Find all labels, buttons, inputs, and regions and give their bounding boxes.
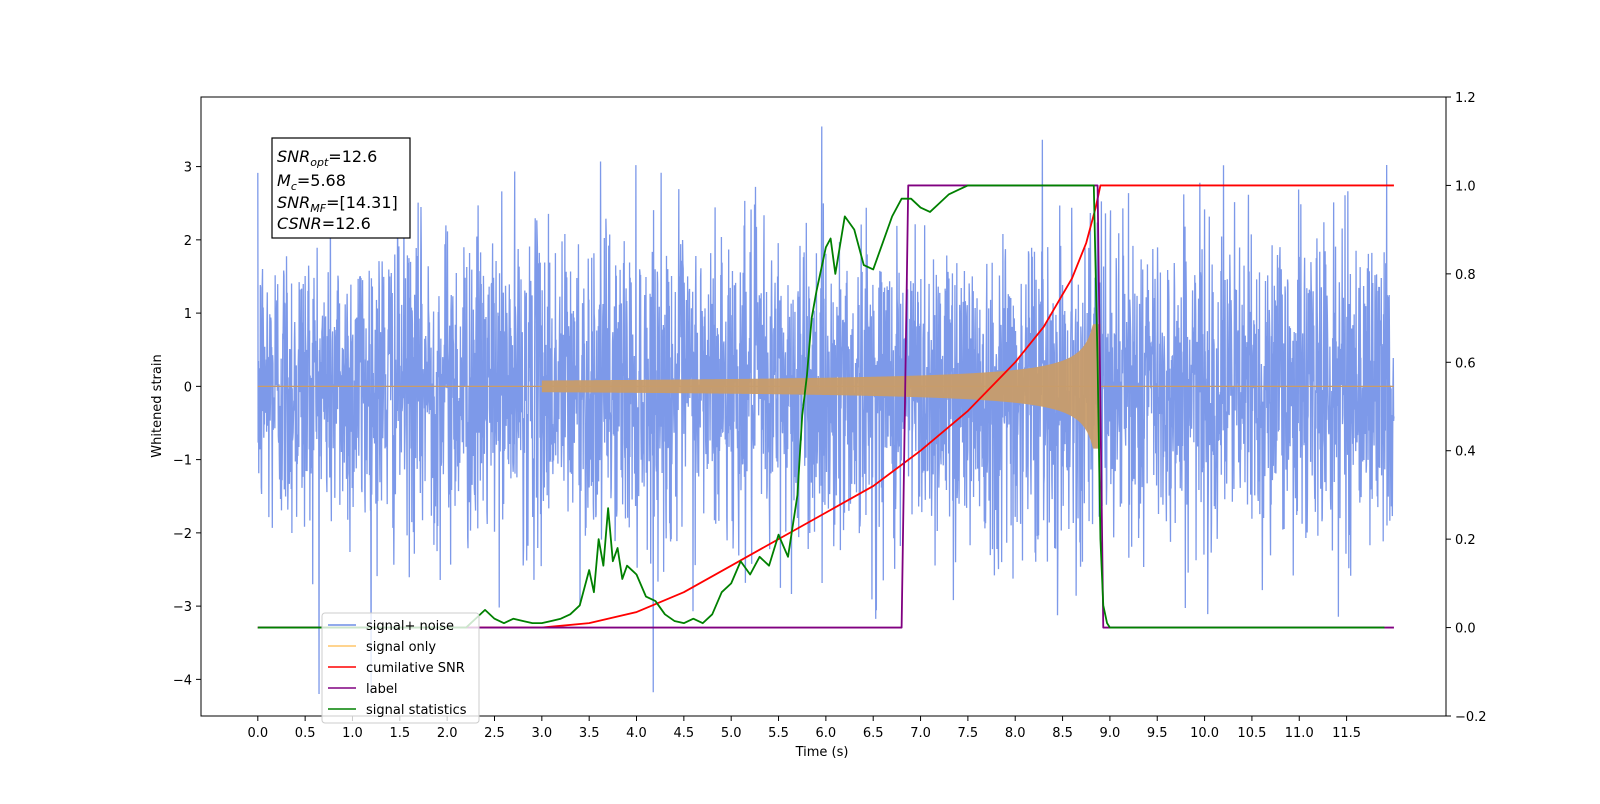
y-right-tick-label: 1.0 <box>1455 179 1476 194</box>
x-tick-label: 4.5 <box>674 726 695 741</box>
legend-entry-cumilative-snr: cumilative SNR <box>328 661 465 676</box>
x-axis-ticks: 0.0 0.5 1.0 1.5 2.0 2.5 3.0 3.5 4.0 4.5 5.0 5.5 6.0 6… <box>247 716 1361 741</box>
y-right-tick-label: 0.6 <box>1455 356 1476 371</box>
legend-entry-label: label <box>328 682 397 697</box>
svg-text:signal only: signal only <box>366 640 436 655</box>
legend-entry-signal-only: signal only <box>328 640 436 655</box>
annotation-line-2: Mc=5.68 <box>277 171 346 193</box>
y-right-tick-label: 0.8 <box>1455 268 1476 283</box>
x-tick-label: 9.0 <box>1100 726 1121 741</box>
x-axis-label: Time (s) <box>795 745 849 760</box>
x-tick-label: 2.5 <box>484 726 505 741</box>
y-right-tick-label: 0.2 <box>1455 533 1476 548</box>
x-tick-label: 2.0 <box>437 726 458 741</box>
svg-text:signal+ noise: signal+ noise <box>366 619 454 634</box>
legend-box <box>321 612 480 724</box>
x-tick-label: 10.0 <box>1190 726 1219 741</box>
x-tick-label: 11.5 <box>1332 726 1361 741</box>
y-left-tick-label: 2 <box>184 234 192 249</box>
x-tick-label: 0.5 <box>295 726 316 741</box>
legend-entry-signal-noise: signal+ noise <box>328 619 454 634</box>
y-left-tick-label: −1 <box>173 454 192 469</box>
x-tick-label: 9.5 <box>1147 726 1168 741</box>
y-left-tick-label: −2 <box>173 527 192 542</box>
svg-text:cumilative SNR: cumilative SNR <box>366 661 465 676</box>
y-axis-left-label: Whitened strain <box>150 354 165 457</box>
series-signal-noise <box>257 126 1395 695</box>
y-left-tick-label: −3 <box>173 600 192 615</box>
x-tick-label: 8.0 <box>1005 726 1026 741</box>
y-axis-right-ticks: 1.2 1.0 0.8 0.6 0.4 0.2 0.0 −0.2 <box>1446 91 1487 725</box>
y-right-tick-label: −0.2 <box>1455 710 1487 725</box>
legend: signal+ noise signal only cumilative SNR… <box>321 612 480 724</box>
series-cumilative-snr <box>257 184 1394 629</box>
x-tick-label: 10.5 <box>1237 726 1266 741</box>
plot-frame <box>200 96 1447 717</box>
x-tick-label: 5.0 <box>721 726 742 741</box>
x-tick-label: 5.5 <box>768 726 789 741</box>
svg-text:signal statistics: signal statistics <box>366 703 467 718</box>
y-right-tick-label: 0.0 <box>1455 622 1476 637</box>
svg-text:label: label <box>366 682 397 697</box>
x-tick-label: 3.5 <box>579 726 600 741</box>
x-tick-label: 1.5 <box>389 726 410 741</box>
x-tick-label: 8.5 <box>1052 726 1073 741</box>
x-tick-label: 7.0 <box>910 726 931 741</box>
x-tick-label: 6.5 <box>863 726 884 741</box>
y-left-tick-label: −4 <box>173 673 192 688</box>
x-tick-label: 1.0 <box>342 726 363 741</box>
series-signal-statistics <box>257 184 1385 629</box>
annotation-line-4: CSNR=12.6 <box>277 214 371 233</box>
y-left-tick-label: 0 <box>184 380 192 395</box>
x-tick-label: 4.0 <box>626 726 647 741</box>
y-left-tick-label: 1 <box>184 307 192 322</box>
legend-entry-signal-statistics: signal statistics <box>328 703 467 718</box>
x-tick-label: 7.5 <box>958 726 979 741</box>
x-tick-label: 6.0 <box>816 726 837 741</box>
annotation-line-3: SNRMF=[14.31] <box>277 193 398 215</box>
series-layer <box>257 126 1395 695</box>
y-right-tick-label: 1.2 <box>1455 91 1476 106</box>
x-tick-label: 0.0 <box>247 726 268 741</box>
x-tick-label: 3.0 <box>531 726 552 741</box>
y-axis-left-ticks: 3 2 1 0 −1 −2 −3 −4 <box>173 161 201 688</box>
x-tick-label: 11.0 <box>1285 726 1314 741</box>
y-left-tick-label: 3 <box>184 161 192 176</box>
annotation-box: SNRopt=12.6 Mc=5.68 SNRMF=[14.31] CSNR=1… <box>271 137 411 239</box>
y-right-tick-label: 0.4 <box>1455 445 1476 460</box>
annotation-line-1: SNRopt=12.6 <box>277 147 377 169</box>
